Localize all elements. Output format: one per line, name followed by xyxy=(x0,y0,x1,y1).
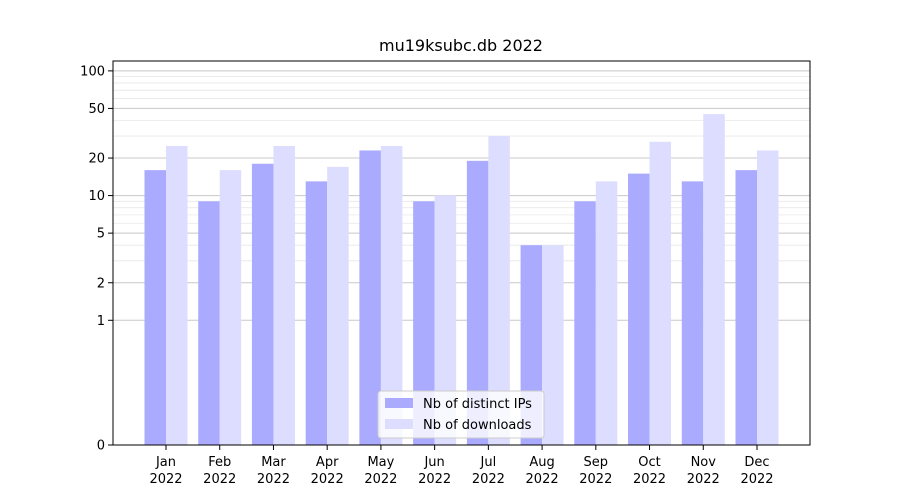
y-tick-label: 100 xyxy=(80,64,105,79)
bar-distinct-ips xyxy=(198,201,220,445)
y-axis: 0 1 2 5 10 20 50 100 xyxy=(80,64,113,454)
x-tick-label-month: Dec xyxy=(744,455,769,470)
x-tick-label-year: 2022 xyxy=(364,472,397,487)
chart-title: mu19ksubc.db 2022 xyxy=(379,36,543,55)
bar-distinct-ips xyxy=(466,160,489,445)
x-tick-label-year: 2022 xyxy=(149,472,182,487)
x-tick-label-month: Nov xyxy=(691,455,717,470)
x-tick-label-month: May xyxy=(367,455,394,470)
y-tick-label: 0 xyxy=(97,439,105,454)
legend: Nb of distinct IPs Nb of downloads xyxy=(377,390,545,439)
bar-downloads xyxy=(757,150,779,445)
plot-frame xyxy=(112,60,811,446)
x-tick-label-month: Aug xyxy=(529,455,554,470)
legend-box xyxy=(377,390,545,439)
bar-downloads xyxy=(649,141,672,445)
bar-distinct-ips xyxy=(681,181,704,445)
bar-downloads xyxy=(595,181,618,445)
y-tick-label: 5 xyxy=(97,227,105,242)
legend-swatch xyxy=(385,419,413,429)
bar-downloads xyxy=(703,114,725,445)
y-tick-label: 20 xyxy=(88,152,105,167)
x-tick-label-year: 2022 xyxy=(633,472,666,487)
legend-label: Nb of downloads xyxy=(423,418,532,433)
x-tick-label-month: Sep xyxy=(584,455,609,470)
y-tick-label: 1 xyxy=(97,314,105,329)
bar-downloads xyxy=(542,245,564,445)
bar-distinct-ips xyxy=(251,163,274,445)
bar-distinct-ips xyxy=(574,201,596,445)
x-tick-label-year: 2022 xyxy=(526,472,559,487)
x-tick-label-year: 2022 xyxy=(687,472,720,487)
x-tick-label-year: 2022 xyxy=(311,472,344,487)
x-tick-label-year: 2022 xyxy=(257,472,290,487)
bar-distinct-ips xyxy=(144,170,166,445)
bar-distinct-ips xyxy=(735,170,757,445)
bar-downloads xyxy=(166,145,188,446)
y-tick-label: 2 xyxy=(97,276,105,291)
x-tick-label-year: 2022 xyxy=(740,472,773,487)
x-tick-label-year: 2022 xyxy=(203,472,236,487)
bar-distinct-ips xyxy=(305,181,328,445)
y-tick-label: 50 xyxy=(88,102,105,117)
bar-downloads xyxy=(434,195,457,445)
y-tick-label: 10 xyxy=(88,189,105,204)
bar-downloads xyxy=(219,170,242,445)
x-tick-label-month: Jun xyxy=(423,455,444,470)
x-tick-label-month: Jul xyxy=(480,455,497,470)
legend-label: Nb of distinct IPs xyxy=(423,397,532,412)
x-tick-label-month: Oct xyxy=(638,455,660,470)
x-tick-label-year: 2022 xyxy=(579,472,612,487)
x-axis: Jan 2022 Feb 2022 Mar 2022 Apr 2022 May 2022 Jun 20… xyxy=(149,445,774,487)
x-tick-label-year: 2022 xyxy=(472,472,505,487)
x-tick-label-year: 2022 xyxy=(418,472,451,487)
legend-swatch xyxy=(385,398,413,408)
x-tick-label-month: Feb xyxy=(208,455,231,470)
bar-downloads xyxy=(380,145,403,446)
bar-downloads xyxy=(327,166,349,445)
x-tick-label-month: Apr xyxy=(316,455,339,470)
bar-distinct-ips xyxy=(628,173,650,445)
x-tick-label-month: Mar xyxy=(261,455,286,470)
bar-distinct-ips xyxy=(413,201,435,445)
bar-distinct-ips xyxy=(359,150,381,445)
bar-downloads xyxy=(273,145,295,446)
bar-downloads xyxy=(488,136,510,446)
x-tick-label-month: Jan xyxy=(155,455,176,470)
